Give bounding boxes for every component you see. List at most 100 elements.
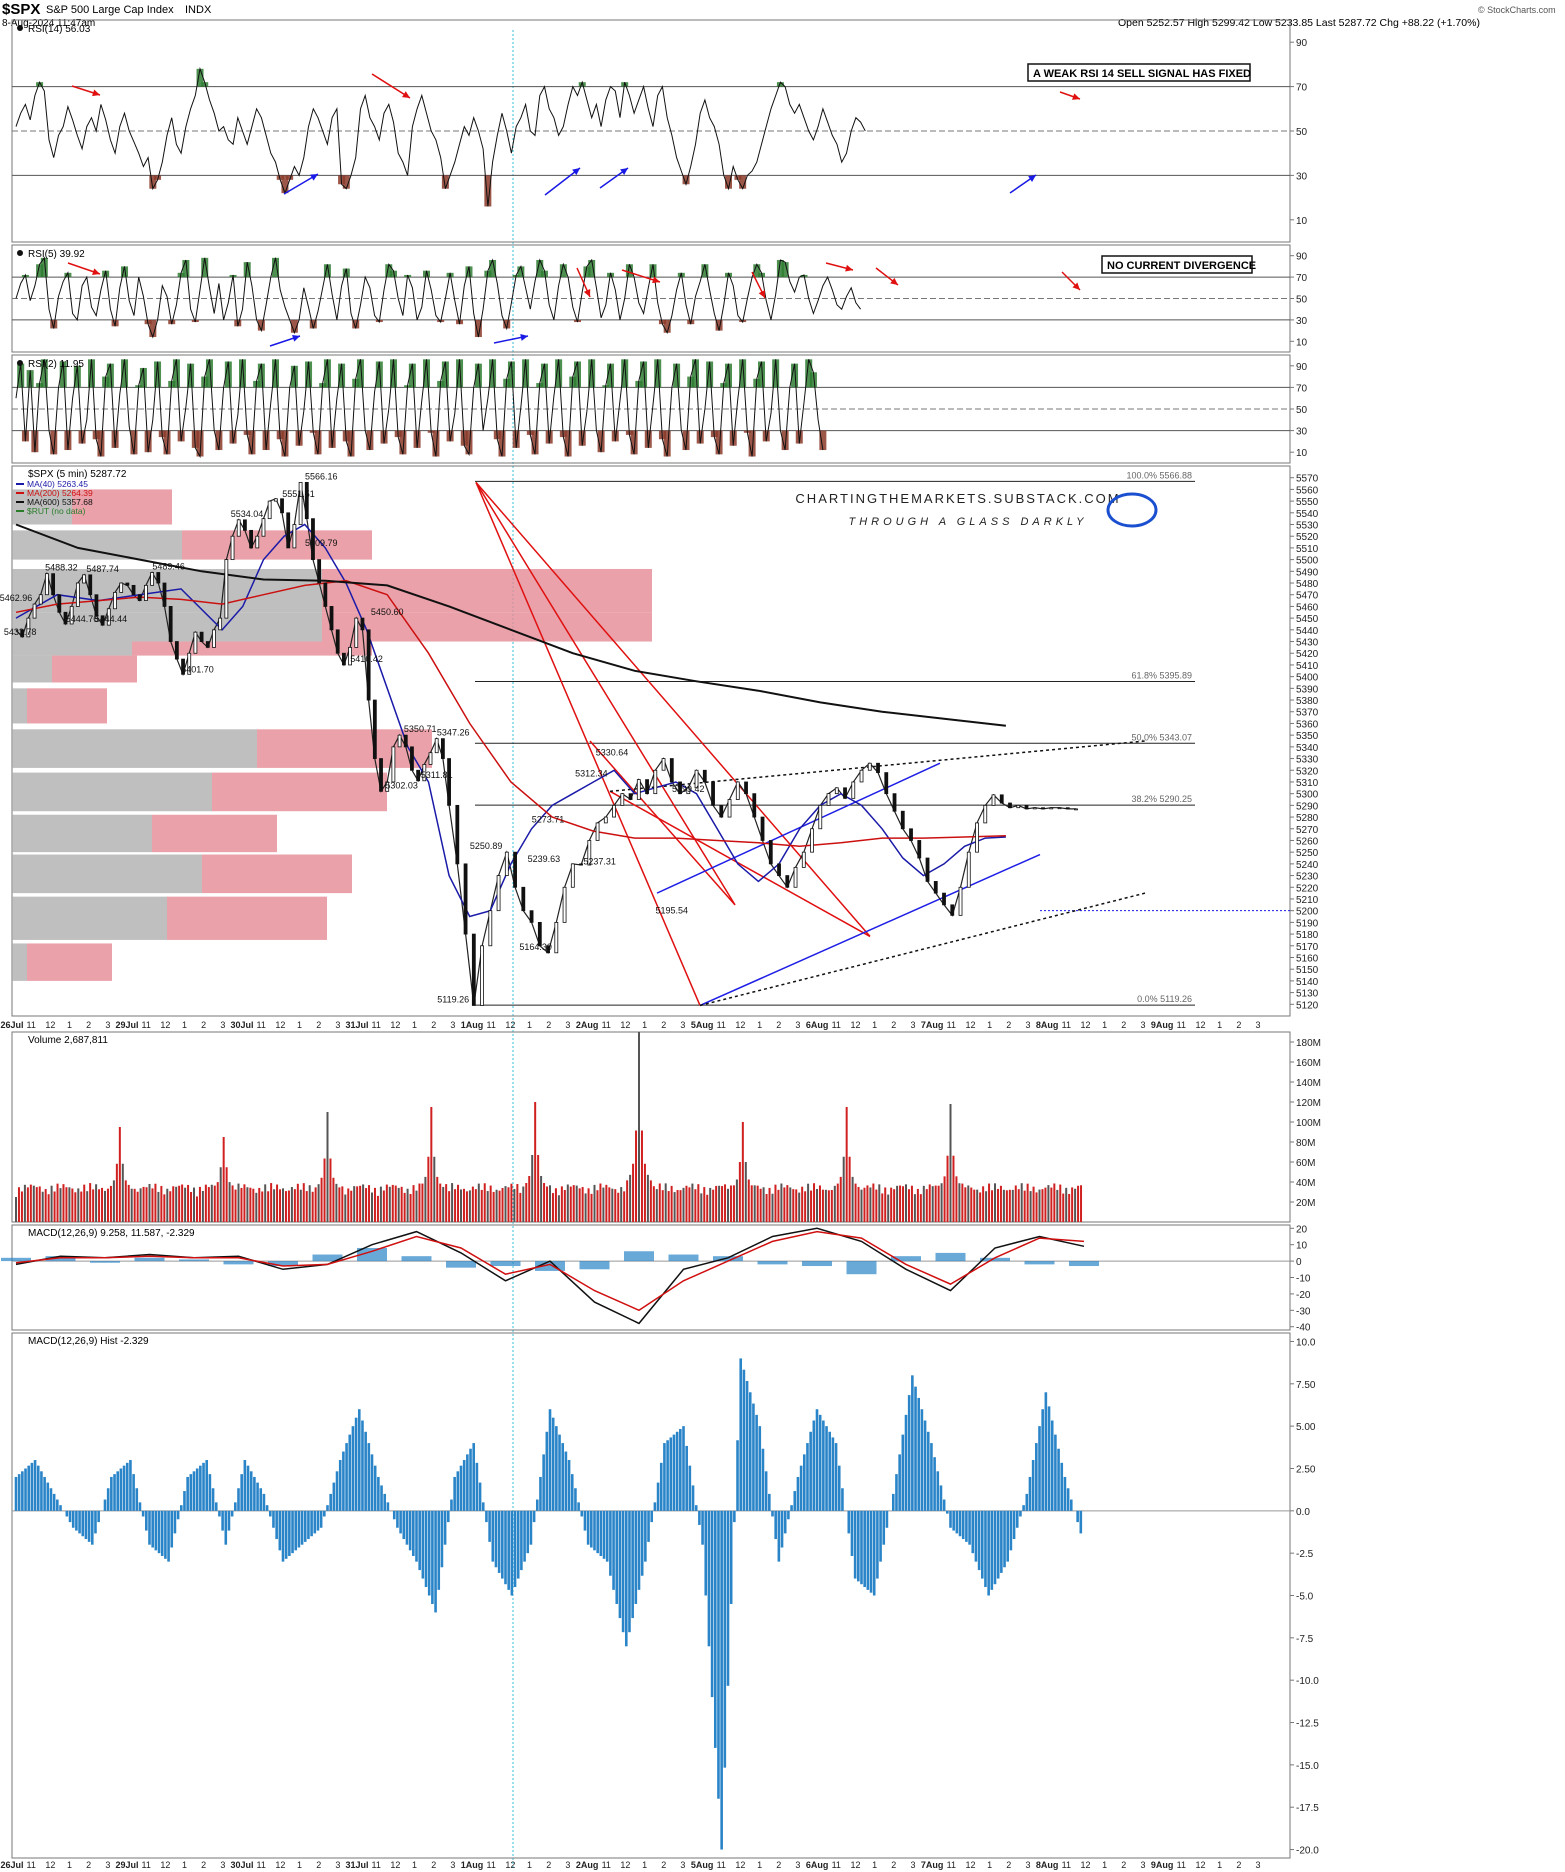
hist-bar bbox=[377, 1476, 380, 1511]
candle bbox=[137, 594, 142, 601]
hist-bar bbox=[659, 1462, 663, 1511]
hist-bar bbox=[876, 1510, 879, 1579]
volume-bar bbox=[786, 1185, 789, 1222]
time-label-bottom: 31Jul bbox=[346, 1860, 369, 1870]
volume-bar bbox=[486, 1191, 489, 1222]
hist-bar bbox=[812, 1420, 816, 1511]
volume-bar bbox=[519, 1192, 522, 1222]
y-tick-label: 5180 bbox=[1296, 930, 1319, 941]
volume-bar bbox=[133, 1188, 136, 1222]
time-label-bottom: 2 bbox=[661, 1860, 666, 1870]
volume-bar bbox=[29, 1184, 32, 1222]
volume-bar bbox=[273, 1189, 276, 1222]
macd-hist-panel-frame bbox=[11, 1332, 1291, 1859]
candle bbox=[261, 518, 266, 537]
volume-bar bbox=[35, 1187, 38, 1222]
volume-bar bbox=[638, 1032, 640, 1222]
legend-entry: $RUT (no data) bbox=[27, 506, 86, 516]
volume-bar bbox=[759, 1188, 762, 1222]
volume-bar bbox=[744, 1162, 747, 1222]
hist-bar bbox=[421, 1510, 425, 1579]
volume-bar bbox=[412, 1185, 415, 1222]
hist-bar bbox=[46, 1482, 50, 1511]
hist-bar bbox=[710, 1510, 714, 1698]
volume-bar bbox=[735, 1179, 738, 1222]
price-label: 5311.81 bbox=[421, 770, 453, 780]
volume-bar bbox=[145, 1187, 148, 1222]
candle bbox=[554, 921, 559, 954]
hist-bar bbox=[68, 1510, 72, 1523]
macd-title: MACD(12,26,9) 9.258, 11.587, -2.329 bbox=[28, 1228, 195, 1239]
volume-bar bbox=[279, 1189, 282, 1222]
time-label: 12 bbox=[735, 1020, 745, 1030]
hist-bar bbox=[1006, 1510, 1010, 1562]
volume-profile-gray bbox=[12, 655, 52, 683]
volume-bar bbox=[317, 1184, 320, 1222]
logo-icon bbox=[1106, 492, 1158, 528]
divergence-arrow bbox=[544, 167, 581, 196]
candle bbox=[645, 779, 649, 795]
hist-bar bbox=[558, 1434, 561, 1511]
hist-bar bbox=[675, 1431, 679, 1511]
volume-bar bbox=[157, 1191, 160, 1222]
price-label: 5462.96 bbox=[0, 593, 32, 603]
candle bbox=[983, 804, 988, 824]
time-label: 1Aug bbox=[461, 1020, 484, 1030]
volume-profile-pink bbox=[202, 854, 352, 894]
time-label: 7Aug bbox=[921, 1020, 944, 1030]
hist-bar bbox=[268, 1510, 272, 1517]
volume-bar bbox=[465, 1191, 468, 1222]
hist-bar bbox=[644, 1510, 647, 1562]
volume-bar bbox=[706, 1194, 709, 1222]
volume-bar bbox=[765, 1193, 768, 1222]
hist-bar bbox=[914, 1386, 917, 1511]
hist-bar bbox=[402, 1510, 406, 1540]
volume-bar bbox=[59, 1188, 62, 1222]
volume-bar bbox=[26, 1187, 29, 1222]
volume-profile-gray bbox=[12, 729, 257, 768]
hist-bar bbox=[446, 1510, 450, 1523]
candle bbox=[777, 863, 781, 876]
volume-bar bbox=[934, 1185, 937, 1222]
volume-bar bbox=[451, 1183, 454, 1222]
volume-bar bbox=[436, 1176, 439, 1222]
candle bbox=[267, 500, 272, 520]
time-label: 1 bbox=[1217, 1020, 1222, 1030]
hist-bar bbox=[386, 1502, 390, 1511]
time-label-bottom: 11 bbox=[372, 1860, 381, 1870]
time-label-bottom: 30Jul bbox=[231, 1860, 254, 1870]
trend-line-red bbox=[475, 482, 701, 1006]
y-tick-label: 70 bbox=[1296, 83, 1308, 94]
hist-bar bbox=[682, 1426, 685, 1511]
candle bbox=[735, 781, 740, 800]
candle bbox=[88, 574, 93, 596]
volume-bar bbox=[581, 1187, 584, 1222]
volume-bar bbox=[421, 1183, 424, 1222]
hist-bar bbox=[237, 1488, 240, 1511]
y-tick-label: -10.0 bbox=[1296, 1676, 1319, 1687]
time-label-bottom: 2Aug bbox=[576, 1860, 599, 1870]
y-tick-label: -20 bbox=[1296, 1290, 1311, 1301]
time-label: 12 bbox=[505, 1020, 515, 1030]
volume-bar bbox=[1005, 1190, 1008, 1222]
arrow-head bbox=[402, 91, 410, 98]
volume-bar bbox=[1077, 1185, 1080, 1222]
volume-bar bbox=[237, 1183, 240, 1222]
hist-bar bbox=[802, 1454, 806, 1511]
hist-bar bbox=[609, 1510, 612, 1576]
volume-bar bbox=[1038, 1189, 1041, 1222]
hist-bar bbox=[310, 1510, 313, 1537]
volume-bar bbox=[640, 1130, 643, 1222]
hist-bar bbox=[685, 1445, 688, 1511]
hist-bar bbox=[1047, 1406, 1051, 1511]
hist-bar bbox=[974, 1510, 978, 1562]
volume-bar bbox=[608, 1187, 611, 1222]
volume-profile-gray bbox=[12, 896, 167, 940]
hist-bar bbox=[764, 1471, 768, 1511]
hist-bar bbox=[904, 1414, 908, 1511]
y-tick-label: 5390 bbox=[1296, 684, 1319, 695]
time-label: 2 bbox=[1236, 1020, 1241, 1030]
candle bbox=[587, 840, 592, 866]
time-label: 12 bbox=[620, 1020, 630, 1030]
volume-bar bbox=[851, 1176, 854, 1222]
